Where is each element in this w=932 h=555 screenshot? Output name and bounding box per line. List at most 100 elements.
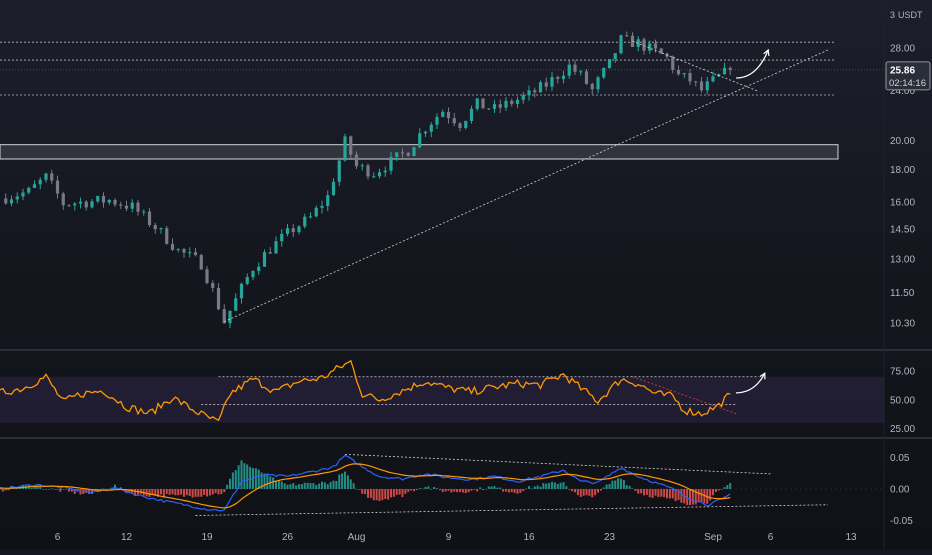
candle-body (533, 90, 537, 93)
macd-histogram-bar (326, 484, 329, 489)
candle-body (400, 152, 405, 154)
axes: 3 USDT 28.00 24.00 20.00 18.00 16.00 14.50 13.00… (55, 10, 931, 543)
macd-histogram-bar (668, 489, 671, 499)
candle-body (228, 310, 232, 324)
macd-histogram-bar (352, 483, 355, 489)
macd-histogram-bar (614, 480, 617, 489)
macd-histogram-bar (226, 484, 229, 489)
candle-body (211, 282, 215, 288)
macd-histogram-bar (151, 489, 154, 495)
candle-body (573, 64, 577, 72)
candle-body (285, 228, 290, 234)
price-tick-label: 28.00 (890, 44, 915, 55)
macd-histogram-bar (309, 482, 312, 489)
macd-histogram-bar (223, 489, 226, 493)
macd-histogram-bar (528, 486, 530, 489)
macd-histogram-bar (200, 489, 203, 497)
candle-body (101, 196, 106, 203)
macd-histogram-bar (203, 489, 206, 495)
candle-body (9, 199, 14, 204)
macd-histogram-bar (191, 489, 194, 498)
macd-histogram-bar (450, 489, 453, 493)
macd-histogram-bar (392, 489, 395, 497)
macd-histogram-bar (413, 489, 415, 492)
candle-body (21, 192, 25, 197)
macd-histogram-bar (53, 489, 56, 490)
macd-histogram-bar (280, 481, 283, 489)
macd-histogram-bar (553, 482, 556, 489)
macd-histogram-bar (631, 488, 634, 490)
candle-body (492, 104, 497, 109)
candle-body (659, 48, 663, 54)
candle-body (556, 77, 560, 79)
macd-histogram-bar (99, 489, 102, 490)
signal-line (0, 463, 731, 509)
candle-body (124, 205, 129, 209)
macd-histogram-bar (300, 484, 303, 489)
macd-histogram-bar (559, 482, 562, 489)
macd-histogram-bar (168, 489, 171, 495)
candle-body (349, 136, 353, 155)
macd-histogram-bar (568, 489, 571, 490)
rsi-projection-arrow-head (759, 372, 766, 380)
macd-histogram-bar (62, 489, 65, 490)
price-projection-arrow (735, 49, 769, 79)
candle-body (446, 111, 451, 119)
candle-body (159, 228, 163, 230)
macd-histogram-bar (344, 471, 346, 489)
macd-pane (0, 453, 884, 516)
candle-body (291, 228, 295, 233)
price-pane (0, 31, 884, 329)
candle-body (406, 152, 410, 157)
macd-histogram-bar (162, 489, 165, 498)
macd-histogram-bar (214, 489, 217, 494)
macd-histogram-bar (361, 489, 364, 494)
macd-histogram-bar (599, 489, 602, 491)
macd-tick-label: 0.05 (890, 453, 910, 464)
macd-tick-label: 0.00 (890, 485, 910, 496)
macd-histogram-bar (447, 489, 450, 491)
candle-body (395, 152, 399, 157)
macd-histogram-bar (306, 482, 309, 489)
macd-histogram-bar (260, 472, 263, 489)
macd-histogram-bar (398, 489, 401, 495)
candle-body (676, 69, 681, 75)
candle-body (429, 124, 433, 132)
candle-body (130, 202, 134, 209)
candle-body (389, 156, 393, 171)
candle-body (4, 198, 8, 204)
candle-body (50, 173, 54, 181)
macd-histogram-bar (565, 486, 568, 489)
macd-histogram-bar (421, 488, 424, 490)
macd-histogram-bar (111, 487, 114, 489)
time-tick-label: 26 (282, 532, 294, 543)
macd-histogram-bar (234, 470, 237, 489)
candle-body (412, 147, 416, 157)
candle-body (550, 77, 554, 87)
macd-histogram-bar (597, 489, 599, 493)
macd-histogram-bar (691, 489, 694, 505)
candle-body (308, 216, 313, 218)
macd-histogram-bar (185, 489, 188, 496)
macd-histogram-bar (418, 488, 421, 489)
price-tick-label: 24.00 (890, 86, 915, 97)
macd-histogram-bar (611, 480, 614, 489)
macd-histogram-bar (643, 489, 645, 496)
macd-histogram-bar (125, 489, 128, 494)
macd-histogram-bar (634, 489, 637, 491)
macd-histogram-bar (548, 482, 551, 489)
macd-histogram-bar (464, 489, 467, 494)
candle-body (119, 204, 123, 206)
macd-histogram-bar (637, 489, 640, 494)
macd-histogram-bar (582, 489, 585, 496)
candle-body (320, 205, 324, 208)
candle-body (32, 184, 37, 188)
candle-body (418, 133, 422, 148)
macd-histogram-bar (76, 489, 79, 492)
macd-histogram-bar (714, 489, 717, 493)
macd-histogram-bar (602, 487, 605, 489)
macd-histogram-bar (588, 489, 591, 496)
macd-histogram-bar (640, 489, 643, 494)
macd-histogram-bar (594, 489, 597, 496)
